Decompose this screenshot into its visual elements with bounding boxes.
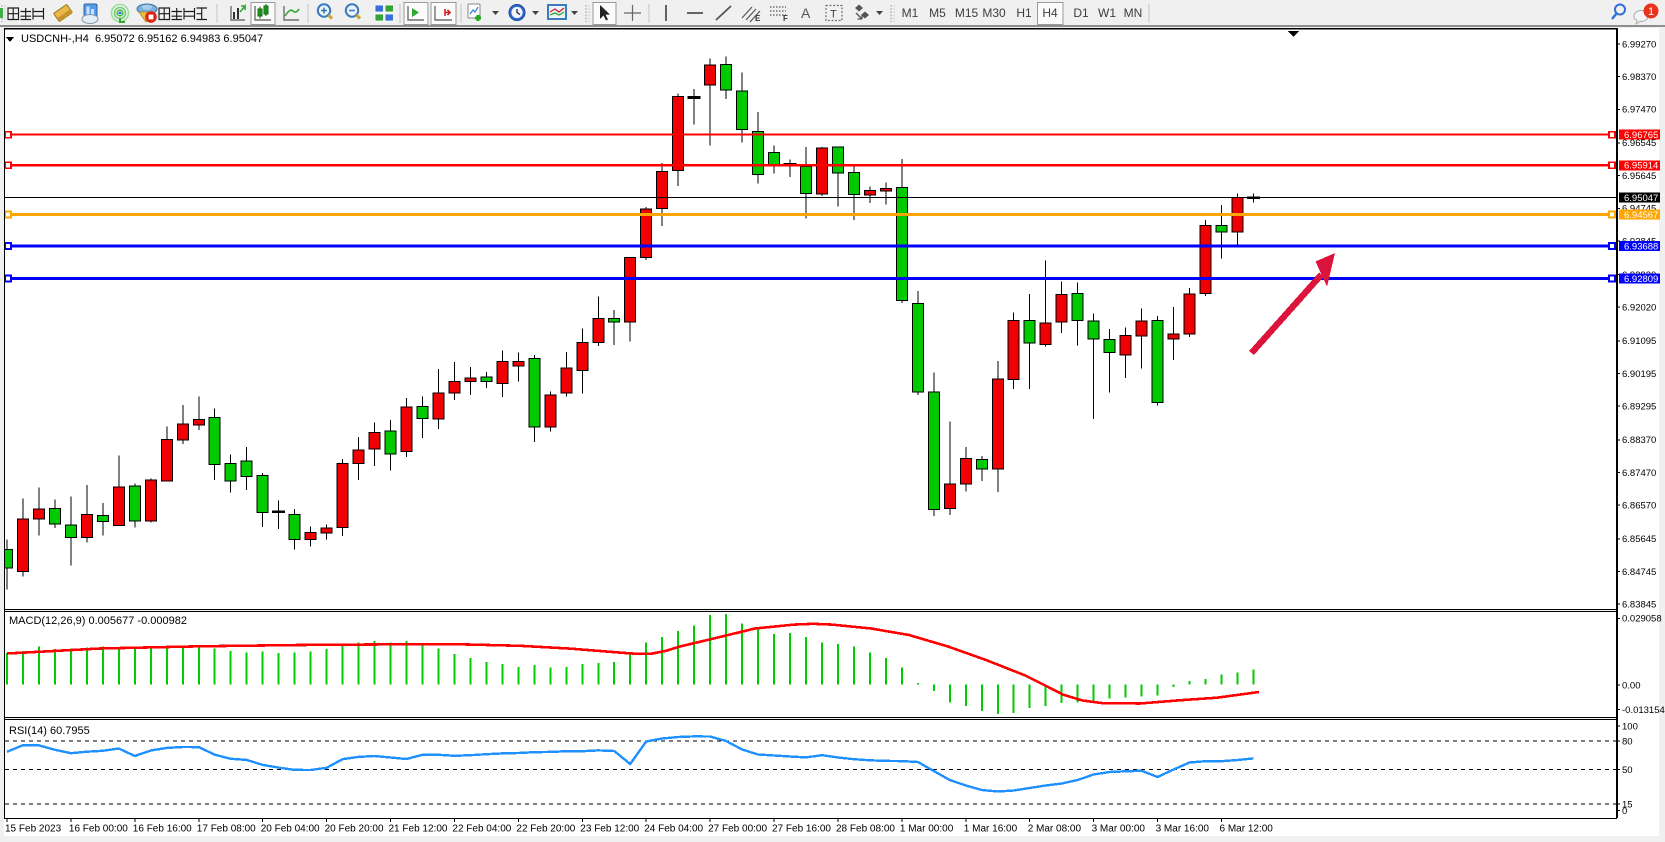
svg-text:0: 0 xyxy=(1622,806,1627,817)
svg-text:100: 100 xyxy=(1622,722,1638,733)
svg-text:15: 15 xyxy=(1622,799,1633,810)
svg-text:RSI(14) 60.7955: RSI(14) 60.7955 xyxy=(9,725,90,737)
svg-text:H4: H4 xyxy=(1042,6,1058,20)
svg-text:28 Feb 08:00: 28 Feb 08:00 xyxy=(836,824,895,835)
svg-text:16 Feb 00:00: 16 Feb 00:00 xyxy=(69,824,128,835)
svg-text:M15: M15 xyxy=(955,6,979,20)
svg-text:T: T xyxy=(830,9,837,21)
svg-text:22 Feb 04:00: 22 Feb 04:00 xyxy=(452,824,511,835)
svg-text:6 Mar 12:00: 6 Mar 12:00 xyxy=(1220,824,1274,835)
svg-text:6.93688: 6.93688 xyxy=(1624,241,1658,252)
svg-text:1 Mar 16:00: 1 Mar 16:00 xyxy=(964,824,1018,835)
svg-text:6.99270: 6.99270 xyxy=(1622,39,1656,50)
svg-text:A: A xyxy=(801,5,811,21)
svg-text:20 Feb 20:00: 20 Feb 20:00 xyxy=(325,824,384,835)
svg-text:6.85645: 6.85645 xyxy=(1622,534,1656,545)
svg-text:0.029058: 0.029058 xyxy=(1622,614,1662,625)
svg-text:E: E xyxy=(755,14,761,23)
svg-text:6.86570: 6.86570 xyxy=(1622,501,1656,512)
svg-text:6.98370: 6.98370 xyxy=(1622,72,1656,83)
svg-text:6.95645: 6.95645 xyxy=(1622,171,1656,182)
svg-text:16 Feb 16:00: 16 Feb 16:00 xyxy=(133,824,192,835)
svg-text:W1: W1 xyxy=(1098,6,1116,20)
svg-text:50: 50 xyxy=(1622,765,1633,776)
svg-text:MN: MN xyxy=(1124,6,1143,20)
svg-text:6.88370: 6.88370 xyxy=(1622,435,1656,446)
svg-text:6.96765: 6.96765 xyxy=(1624,130,1658,141)
svg-text:24 Feb 04:00: 24 Feb 04:00 xyxy=(644,824,703,835)
svg-text:6.87470: 6.87470 xyxy=(1622,468,1656,479)
svg-text:22 Feb 20:00: 22 Feb 20:00 xyxy=(516,824,575,835)
svg-text:6.92020: 6.92020 xyxy=(1622,303,1656,314)
svg-text:6.96545: 6.96545 xyxy=(1622,138,1656,149)
svg-text:21 Feb 12:00: 21 Feb 12:00 xyxy=(389,824,448,835)
svg-text:3 Mar 00:00: 3 Mar 00:00 xyxy=(1092,824,1146,835)
svg-text:1: 1 xyxy=(1648,6,1654,18)
svg-text:6.83845: 6.83845 xyxy=(1622,600,1656,611)
svg-text:23 Feb 12:00: 23 Feb 12:00 xyxy=(580,824,639,835)
svg-text:17 Feb 08:00: 17 Feb 08:00 xyxy=(197,824,256,835)
svg-text:M5: M5 xyxy=(929,6,946,20)
svg-text:M30: M30 xyxy=(982,6,1006,20)
svg-text:6.94567: 6.94567 xyxy=(1624,210,1658,221)
svg-text:27 Feb 00:00: 27 Feb 00:00 xyxy=(708,824,767,835)
svg-text:MACD(12,26,9) 0.005677 -0.0009: MACD(12,26,9) 0.005677 -0.000982 xyxy=(9,615,187,627)
svg-text:6.97470: 6.97470 xyxy=(1622,105,1656,116)
svg-text:6.95047: 6.95047 xyxy=(1624,193,1658,204)
svg-text:20 Feb 04:00: 20 Feb 04:00 xyxy=(261,824,320,835)
svg-text:27 Feb 16:00: 27 Feb 16:00 xyxy=(772,824,831,835)
svg-text:3 Mar 16:00: 3 Mar 16:00 xyxy=(1156,824,1210,835)
svg-text:6.92809: 6.92809 xyxy=(1624,274,1658,285)
svg-text:F: F xyxy=(783,14,788,23)
svg-text:6.89295: 6.89295 xyxy=(1622,402,1656,413)
svg-text:6.94745: 6.94745 xyxy=(1622,204,1656,215)
svg-text:-0.013154: -0.013154 xyxy=(1622,705,1665,716)
svg-text:15 Feb 2023: 15 Feb 2023 xyxy=(5,824,62,835)
svg-text:0.00: 0.00 xyxy=(1622,680,1641,691)
svg-text:6.84745: 6.84745 xyxy=(1622,567,1656,578)
svg-text:6.91095: 6.91095 xyxy=(1622,336,1656,347)
svg-text:80: 80 xyxy=(1622,736,1633,747)
svg-text:H1: H1 xyxy=(1016,6,1032,20)
svg-text:6.90195: 6.90195 xyxy=(1622,369,1656,380)
svg-text:M1: M1 xyxy=(902,6,919,20)
svg-text:1 Mar 00:00: 1 Mar 00:00 xyxy=(900,824,954,835)
svg-text:6.95914: 6.95914 xyxy=(1624,161,1658,172)
svg-text:D1: D1 xyxy=(1073,6,1089,20)
svg-text:USDCNH-,H4 6.95072 6.95162 6.: USDCNH-,H4 6.95072 6.95162 6.94983 6.950… xyxy=(21,33,263,45)
svg-text:2 Mar 08:00: 2 Mar 08:00 xyxy=(1028,824,1082,835)
